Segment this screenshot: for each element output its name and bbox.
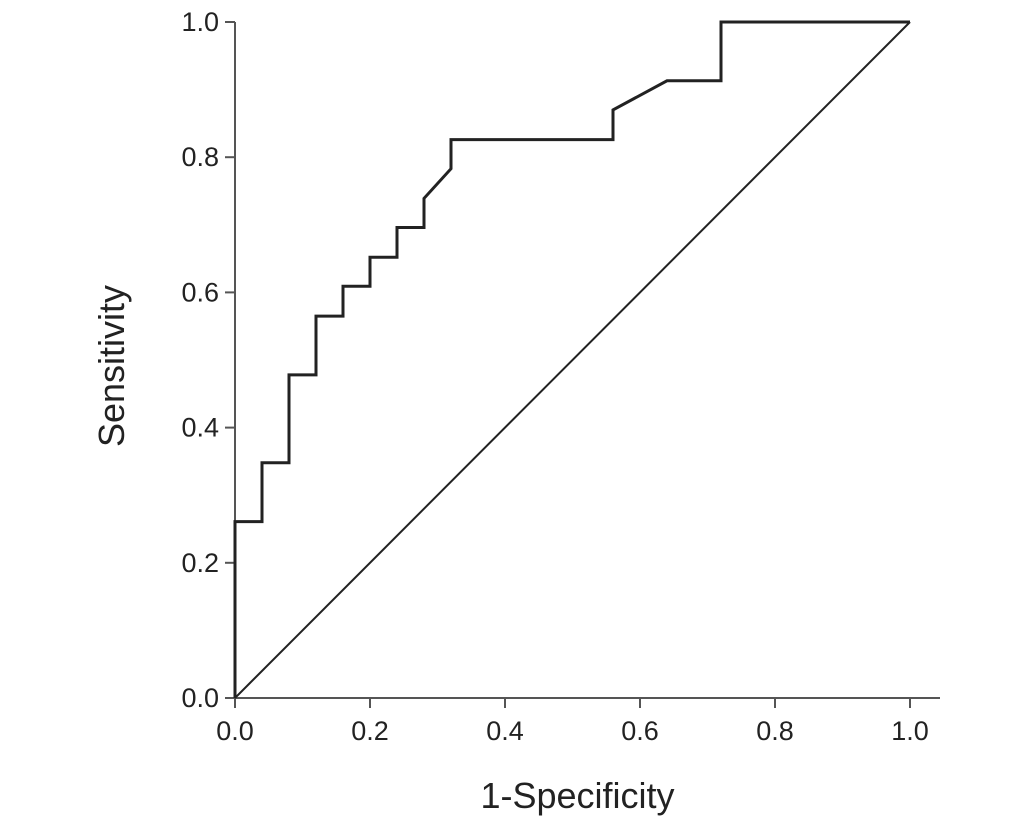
x-tick-label: 1.0 bbox=[891, 716, 929, 746]
y-tick-label: 0.2 bbox=[181, 548, 219, 578]
series-layer bbox=[233, 20, 911, 699]
reference-diagonal bbox=[234, 21, 911, 699]
y-tick-label: 0.8 bbox=[181, 142, 219, 172]
x-tick-label: 0.8 bbox=[756, 716, 794, 746]
x-tick-label: 0.4 bbox=[486, 716, 524, 746]
x-tick-label: 0.6 bbox=[621, 716, 659, 746]
y-tick-label: 1.0 bbox=[181, 7, 219, 37]
x-ticks: 0.0 0.2 0.4 0.6 0.8 1.0 bbox=[216, 698, 929, 746]
x-tick-label: 0.2 bbox=[351, 716, 389, 746]
x-tick-label: 0.0 bbox=[216, 716, 254, 746]
y-tick-label: 0.4 bbox=[181, 413, 219, 443]
y-tick-label: 0.0 bbox=[181, 683, 219, 713]
x-axis-title: 1-Specificity bbox=[480, 775, 674, 816]
axes bbox=[234, 22, 940, 699]
roc-curve bbox=[233, 20, 910, 698]
y-ticks: 0.0 0.2 0.4 0.6 0.8 1.0 bbox=[181, 7, 235, 713]
y-axis-title: Sensitivity bbox=[91, 285, 132, 447]
y-tick-label: 0.6 bbox=[181, 277, 219, 307]
